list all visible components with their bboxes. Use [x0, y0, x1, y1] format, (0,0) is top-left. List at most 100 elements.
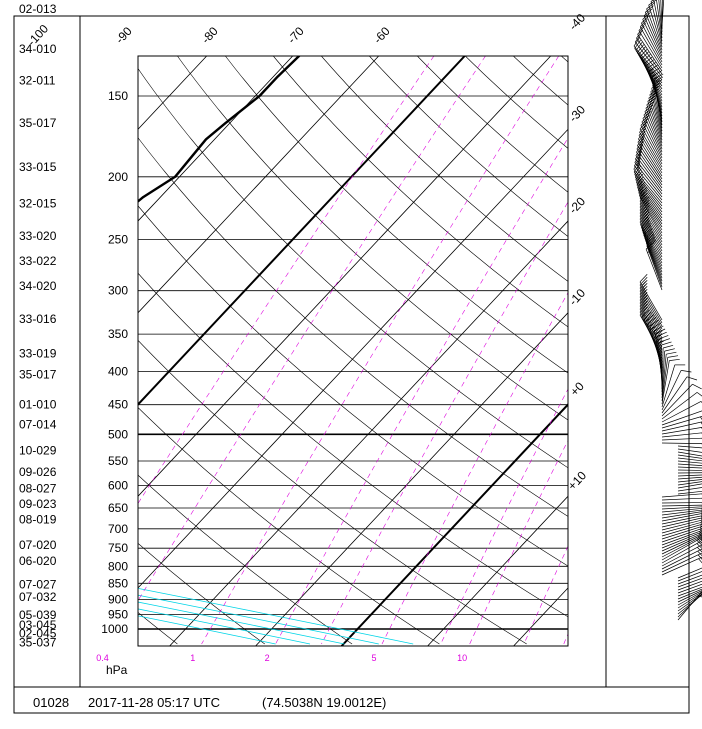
wind-barb: [661, 531, 702, 549]
isotherm-label: -20: [566, 194, 588, 216]
wind-barb: [661, 508, 702, 513]
wind-barb-feather: [636, 173, 643, 183]
wind-barb-feather: [639, 141, 644, 146]
wind-barb: [661, 509, 702, 516]
wind-barb-feather: [637, 157, 642, 163]
wind-label: 07-020: [19, 538, 57, 552]
wind-barb: [677, 445, 702, 449]
wind-label: 35-017: [19, 367, 57, 381]
dry-adiabat-line: [321, 56, 568, 282]
wind-barb-feather: [653, 325, 664, 332]
wind-barb: [643, 15, 663, 57]
wind-barb-feather: [646, 237, 656, 245]
wind-barb: [639, 281, 663, 321]
wind-barb: [634, 41, 663, 78]
wind-barb-feather: [639, 196, 648, 205]
wind-barb: [677, 457, 702, 462]
wind-barb-feather: [639, 307, 648, 316]
wind-barb-feather: [639, 214, 648, 223]
wind-barb-feather: [643, 121, 648, 126]
dry-adiabat-line: [138, 474, 353, 645]
wind-barb: [643, 234, 663, 276]
wind-barb-feather: [645, 231, 654, 239]
sounding-profiles: [138, 56, 301, 203]
wind-label: 08-019: [19, 512, 57, 526]
moist-adiabat-line: [138, 601, 345, 645]
pressure-tick-label: 750: [108, 541, 128, 555]
wind-barb: [639, 195, 663, 234]
wind-barb-feather: [639, 286, 648, 295]
wind-barb-feather: [639, 289, 648, 298]
pressure-tick-label: 450: [108, 398, 128, 412]
isotherm-label: -70: [285, 24, 307, 46]
wind-barb: [661, 536, 702, 558]
wind-barb-feather: [637, 161, 641, 166]
mixing-ratio-labels: 0.4 1 2 5 10: [96, 653, 467, 663]
wind-barb-feather: [634, 157, 641, 166]
dry-adiabat-line: [138, 339, 527, 645]
wind-barb-feather: [653, 86, 659, 90]
wind-barb-feather: [658, 335, 669, 340]
pressure-tick-label: 900: [108, 592, 128, 606]
pressure-tick-label: 600: [108, 479, 128, 493]
wind-barb-feather: [645, 242, 655, 250]
wind-barb-feather: [647, 240, 657, 247]
wind-barb-feather: [639, 205, 648, 214]
wind-barb-feather: [700, 522, 702, 526]
wind-barb-feather: [700, 517, 702, 521]
wind-barb-feather: [640, 191, 645, 197]
wind-barb: [677, 474, 702, 477]
wind-barb-feather: [681, 370, 692, 373]
wind-barb-feather: [650, 85, 660, 92]
wind-barb: [645, 248, 663, 291]
wind-barb-feather: [645, 234, 655, 242]
wind-barb-feather: [636, 140, 644, 150]
wind-barb-feather: [639, 121, 648, 130]
wind-label: 35-017: [19, 116, 57, 130]
wind-barb: [677, 451, 702, 457]
wind-barb: [642, 232, 663, 273]
wind-barb: [633, 168, 663, 204]
wind-barb-feather: [645, 233, 654, 241]
wind-barb-feather: [663, 344, 674, 349]
wind-barb: [677, 469, 702, 471]
wind-barb: [642, 19, 663, 60]
wind-barb: [661, 364, 676, 408]
wind-label: 09-026: [19, 465, 57, 479]
wind-barb: [638, 30, 663, 69]
wind-label: 01-010: [19, 398, 57, 412]
wind-barb-feather: [652, 70, 662, 77]
wind-barb-feather: [645, 101, 655, 109]
wind-barb-feather: [641, 222, 650, 231]
wind-barb-feather: [636, 143, 644, 153]
wind-barb-feather: [647, 317, 657, 324]
wind-barb-feather: [634, 39, 641, 49]
wind-barb-feather: [644, 104, 654, 112]
wind-label: 07-027: [19, 577, 57, 591]
wind-barb: [677, 588, 702, 600]
pressure-tick-label: 350: [108, 327, 128, 341]
wind-barb-feather: [649, 88, 659, 95]
wind-barb: [677, 586, 702, 597]
wind-barb: [661, 511, 702, 519]
pressure-tick-label: 550: [108, 454, 128, 468]
mixing-ratio-line: [381, 292, 568, 645]
pressure-tick-label: 800: [108, 559, 128, 573]
pressure-tick-label: 1000: [101, 622, 128, 636]
wind-label: 07-032: [19, 590, 57, 604]
wind-barb-feather: [635, 150, 642, 160]
wind-label: 07-014: [19, 418, 57, 432]
wind-label: 08-027: [19, 481, 57, 495]
wind-barb: [639, 200, 663, 240]
wind-barb-feather: [636, 176, 644, 186]
wind-barb: [677, 567, 702, 579]
wind-label: 10-029: [19, 444, 57, 458]
wind-barb-feather: [643, 8, 653, 17]
pressure-unit-label: hPa: [106, 663, 128, 677]
wind-barb-feather: [634, 168, 642, 178]
wind-label: 32-015: [19, 197, 57, 211]
wind-barb-feather: [637, 133, 645, 143]
moist-adiabat-line: [138, 587, 414, 645]
wind-barb-feather: [633, 163, 641, 173]
wind-barb-feather: [649, 319, 659, 327]
